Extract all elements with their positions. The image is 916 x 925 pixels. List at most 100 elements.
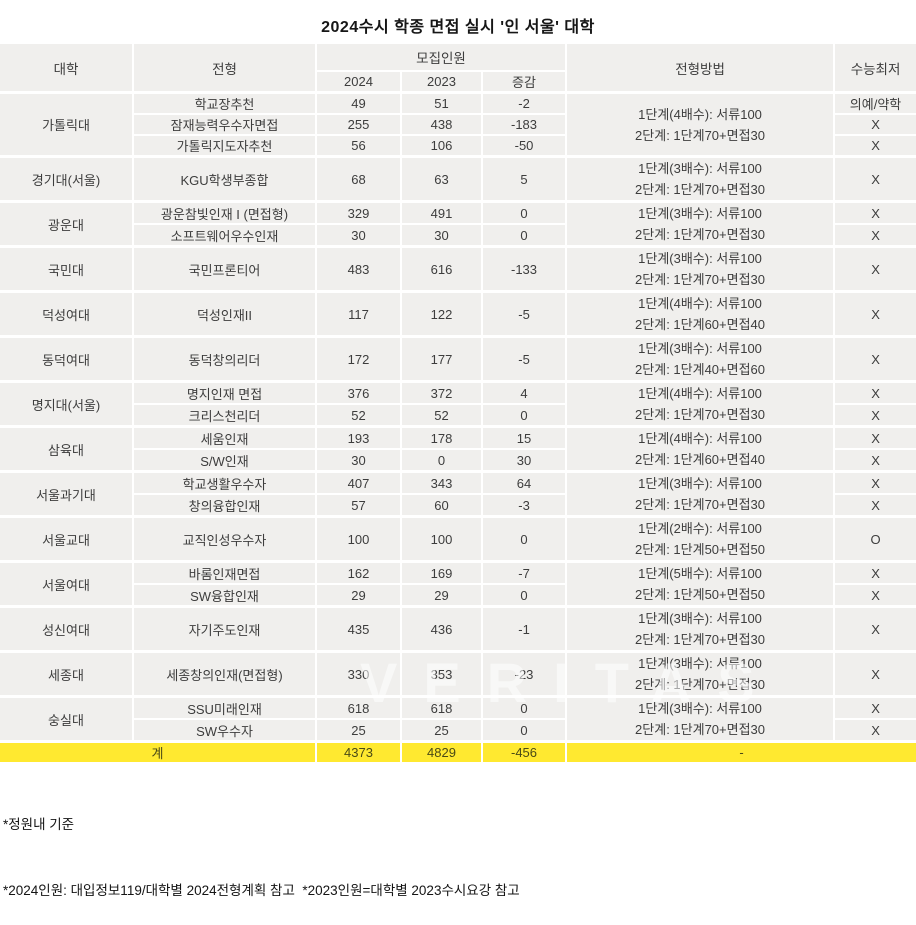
- csat-min-cell: X: [833, 200, 916, 224]
- method-cell: 1단계(4배수): 서류100 2단계: 1단계60+면접40: [565, 425, 834, 470]
- univ-cell: 가톨릭대: [0, 91, 132, 155]
- method-cell: 1단계(4배수): 서류100 2단계: 1단계60+면접40: [565, 290, 834, 335]
- count-2024-cell: 25: [315, 718, 400, 740]
- method-line: 1단계(2배수): 서류100: [638, 521, 762, 536]
- count-2023-cell: 100: [400, 515, 481, 560]
- table-row: 명지대(서울) 명지인재 면접 376 372 4 1단계(4배수): 서류100 2단계:…: [0, 380, 916, 425]
- count-2023-cell: 29: [400, 583, 481, 605]
- count-2023-cell: 353: [400, 650, 481, 695]
- header-track: 전형: [132, 44, 315, 91]
- count-2024-cell: 68: [315, 155, 400, 200]
- method-cell: 1단계(3배수): 서류100 2단계: 1단계70+면접30: [565, 200, 834, 245]
- diff-cell: 0: [481, 223, 566, 245]
- csat-min-cell: X: [833, 695, 916, 719]
- track-cell: 교직인성우수자: [132, 515, 315, 560]
- header-diff: 증감: [481, 70, 566, 91]
- method-cell: 1단계(3배수): 서류100 2단계: 1단계70+면접30: [565, 605, 834, 650]
- method-line: 2단계: 1단계70+면접30: [635, 677, 766, 692]
- table-row: 서울교대 교직인성우수자 100 100 0 1단계(2배수): 서류100 2단계: 1단…: [0, 515, 916, 560]
- count-2023-cell: 169: [400, 560, 481, 584]
- table-row: 삼육대 세움인재 193 178 15 1단계(4배수): 서류100 2단계: 1단계60…: [0, 425, 916, 470]
- count-2024-cell: 52: [315, 403, 400, 425]
- csat-min-cell: X: [833, 470, 916, 494]
- footnote-line: *정원내 기준: [3, 816, 75, 832]
- count-2024-cell: 100: [315, 515, 400, 560]
- method-cell: 1단계(3배수): 서류100 2단계: 1단계70+면접30: [565, 650, 834, 695]
- method-line: 1단계(3배수): 서류100: [638, 161, 762, 176]
- table-row: 국민대 국민프론티어 483 616 -133 1단계(3배수): 서류100 2단계: 1…: [0, 245, 916, 290]
- method-line: 1단계(3배수): 서류100: [638, 656, 762, 671]
- track-cell: 광운참빛인재 I (면접형): [132, 200, 315, 224]
- csat-min-cell: X: [833, 448, 916, 470]
- table-row: S/W인재 30 0 30 X: [0, 448, 916, 470]
- csat-min-cell: X: [833, 605, 916, 650]
- track-cell: KGU학생부종합: [132, 155, 315, 200]
- table-row: 잠재능력우수자면접 255 438 -183 X: [0, 113, 916, 134]
- header-year-2023: 2023: [400, 70, 481, 91]
- diff-cell: -2: [481, 91, 566, 113]
- diff-cell: -50: [481, 134, 566, 155]
- csat-min-cell: X: [833, 380, 916, 404]
- table-body: 가톨릭대 학교장추천 49 51 -2 1단계(4배수): 서류100 2단계: 1단계70…: [0, 91, 916, 762]
- total-2024-cell: 4373: [315, 740, 400, 762]
- count-2024-cell: 49: [315, 91, 400, 113]
- method-cell: 1단계(3배수): 서류100 2단계: 1단계70+면접30: [565, 155, 834, 200]
- footnotes: *정원내 기준 *2024인원: 대입정보119/대학별 2024전형계획 참고…: [0, 769, 916, 925]
- count-2024-cell: 618: [315, 695, 400, 719]
- track-cell: 잠재능력우수자면접: [132, 113, 315, 134]
- univ-cell: 경기대(서울): [0, 155, 132, 200]
- count-2023-cell: 618: [400, 695, 481, 719]
- diff-cell: 4: [481, 380, 566, 404]
- table-row: 가톨릭대 학교장추천 49 51 -2 1단계(4배수): 서류100 2단계: 1단계70…: [0, 91, 916, 155]
- univ-cell: 덕성여대: [0, 290, 132, 335]
- table-row: SW융합인재 29 29 0 X: [0, 583, 916, 605]
- method-line: 1단계(4배수): 서류100: [638, 296, 762, 311]
- diff-cell: 0: [481, 718, 566, 740]
- track-cell: 자기주도인재: [132, 605, 315, 650]
- diff-cell: 0: [481, 583, 566, 605]
- diff-cell: -133: [481, 245, 566, 290]
- track-cell: SW우수자: [132, 718, 315, 740]
- count-2023-cell: 372: [400, 380, 481, 404]
- csat-min-cell: X: [833, 245, 916, 290]
- header-recruit-group: 모집인원: [315, 44, 566, 70]
- count-2023-cell: 0: [400, 448, 481, 470]
- count-2023-cell: 30: [400, 223, 481, 245]
- total-diff-cell: -456: [481, 740, 566, 762]
- method-cell: 1단계(3배수): 서류100 2단계: 1단계70+면접30: [565, 695, 834, 740]
- method-cell: 1단계(3배수): 서류100 2단계: 1단계70+면접30: [565, 245, 834, 290]
- track-cell: 가톨릭지도자추천: [132, 134, 315, 155]
- header-csat-min: 수능최저: [833, 44, 916, 91]
- admissions-table: 대학 전형 모집인원 전형방법 수능최저 2024 2023 증감 가톨릭대 학교…: [0, 44, 916, 762]
- method-cell: 1단계(4배수): 서류100 2단계: 1단계70+면접30: [565, 91, 834, 155]
- footnote-line: *2024인원: 대입정보119/대학별 2024전형계획 참고 *2023인원…: [3, 883, 520, 899]
- method-cell: 1단계(2배수): 서류100 2단계: 1단계50+면접50: [565, 515, 834, 560]
- count-2024-cell: 30: [315, 223, 400, 245]
- count-2024-cell: 193: [315, 425, 400, 449]
- univ-cell: 광운대: [0, 200, 132, 245]
- csat-min-cell: X: [833, 425, 916, 449]
- count-2024-cell: 255: [315, 113, 400, 134]
- method-line: 2단계: 1단계70+면접30: [635, 127, 766, 143]
- method-line: 1단계(3배수): 서류100: [638, 701, 762, 716]
- count-2023-cell: 438: [400, 113, 481, 134]
- table-row: 동덕여대 동덕창의리더 172 177 -5 1단계(3배수): 서류100 2단계: 1단…: [0, 335, 916, 380]
- page-title: 2024수시 학종 면접 실시 '인 서울' 대학: [321, 19, 595, 36]
- header-method: 전형방법: [565, 44, 834, 91]
- diff-cell: -1: [481, 605, 566, 650]
- count-2024-cell: 30: [315, 448, 400, 470]
- table-row: 서울과기대 학교생활우수자 407 343 64 1단계(3배수): 서류100 2단계: …: [0, 470, 916, 515]
- diff-cell: 64: [481, 470, 566, 494]
- track-cell: 소프트웨어우수인재: [132, 223, 315, 245]
- track-cell: 학교장추천: [132, 91, 315, 113]
- univ-cell: 국민대: [0, 245, 132, 290]
- count-2024-cell: 57: [315, 493, 400, 515]
- count-2024-cell: 376: [315, 380, 400, 404]
- csat-min-cell: X: [833, 403, 916, 425]
- univ-cell: 서울교대: [0, 515, 132, 560]
- univ-cell: 세종대: [0, 650, 132, 695]
- diff-cell: -5: [481, 335, 566, 380]
- method-line: 1단계(5배수): 서류100: [638, 566, 762, 581]
- count-2023-cell: 178: [400, 425, 481, 449]
- track-cell: 세종창의인재(면접형): [132, 650, 315, 695]
